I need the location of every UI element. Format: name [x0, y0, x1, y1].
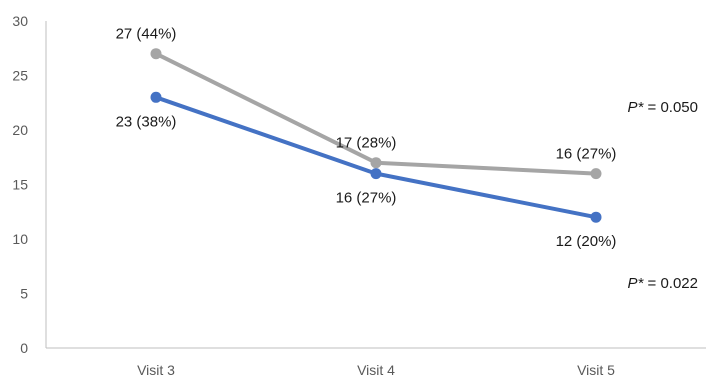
y-tick-label: 20: [12, 122, 28, 138]
p-value-annotations: P* = 0.050 P* = 0.022: [628, 99, 698, 292]
data-point-1: [590, 211, 602, 223]
chart-axes: [45, 21, 706, 349]
data-label-0: 16 (27%): [556, 146, 617, 163]
y-axis-ticks: 0 5 10 15 20 25 30: [12, 13, 28, 356]
data-point-1: [150, 91, 162, 103]
y-tick-label: 25: [12, 68, 28, 84]
x-axis-ticks: Visit 3 Visit 4 Visit 5: [137, 362, 615, 378]
data-point-0: [590, 168, 602, 180]
y-tick-label: 30: [12, 13, 28, 29]
y-tick-label: 15: [12, 177, 28, 193]
x-tick-label: Visit 3: [137, 362, 175, 378]
data-label-1: 23 (38%): [116, 113, 177, 130]
data-labels: 27 (44%) 17 (28%) 16 (27%) 23 (38%) 16 (27%)…: [116, 26, 617, 250]
data-point-0: [370, 157, 382, 169]
data-label-0: 27 (44%): [116, 26, 177, 43]
series-line-0: [154, 51, 598, 176]
data-point-0: [150, 48, 162, 60]
data-label-1: 12 (20%): [556, 233, 617, 250]
x-tick-label: Visit 5: [577, 362, 615, 378]
y-tick-label: 5: [20, 286, 28, 302]
p-value-label: P* = 0.022: [628, 275, 698, 292]
y-tick-label: 10: [12, 231, 28, 247]
data-point-1: [370, 168, 382, 180]
data-label-1: 16 (27%): [336, 190, 397, 207]
series-points: [150, 48, 602, 223]
data-label-0: 17 (28%): [336, 135, 397, 152]
p-value-label: P* = 0.050: [628, 99, 698, 116]
y-tick-label: 0: [20, 340, 28, 356]
x-tick-label: Visit 4: [357, 362, 395, 378]
